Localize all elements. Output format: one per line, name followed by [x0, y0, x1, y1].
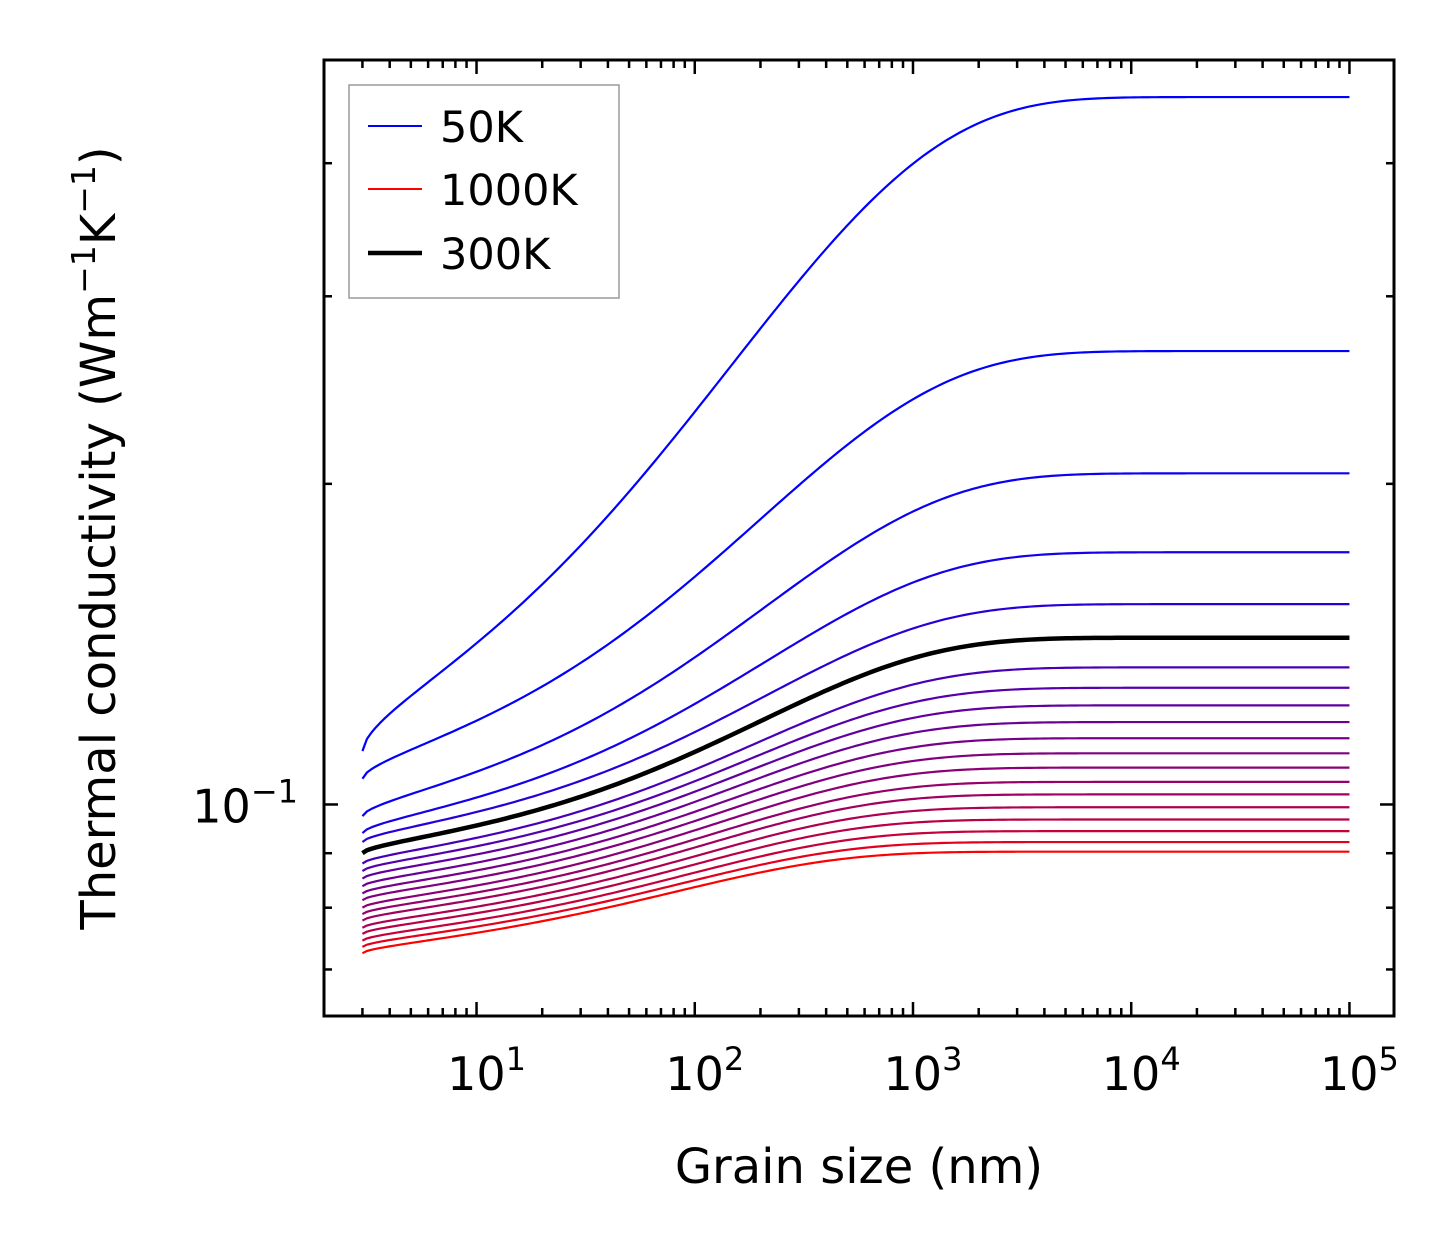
highlight-series-layer	[361, 635, 1350, 856]
y-tick-exponent: −1	[251, 772, 298, 810]
x-tick-exponent: 3	[942, 1040, 962, 1078]
series-line-500k	[361, 720, 1350, 888]
x-axis-title: Grain size (nm)	[675, 1139, 1043, 1195]
y-axis-title-suffix: )	[71, 146, 127, 165]
series-line-450k	[361, 704, 1350, 880]
legend: 50K 1000K 300K	[348, 84, 620, 299]
series-line-200k	[361, 551, 1350, 834]
series-line-800k	[361, 806, 1350, 929]
y-axis-title-exp2: −1	[64, 165, 103, 214]
series-line-850k	[361, 818, 1350, 935]
series-line-550k	[361, 737, 1350, 895]
series-line-650k	[361, 766, 1350, 909]
series-line-400k	[361, 686, 1350, 872]
x-tick-label: 103	[884, 1040, 963, 1101]
series-line-600k	[361, 752, 1350, 902]
legend-label-50k: 50K	[440, 103, 525, 153]
series-line-900k	[361, 830, 1350, 942]
legend-label-300k: 300K	[440, 230, 552, 280]
y-axis-title-prefix: Thermal conductivity (Wm	[71, 294, 127, 931]
series-line-150k	[361, 472, 1350, 817]
x-tick-base: 10	[1102, 1047, 1161, 1101]
plot-frame	[322, 58, 1396, 1018]
x-tick-base: 10	[1320, 1047, 1379, 1101]
legend-box	[348, 84, 620, 299]
x-tick-base: 10	[884, 1047, 943, 1101]
x-tick-exponent: 1	[506, 1040, 526, 1078]
y-axis-title: Thermal conductivity (Wm−1K−1)	[64, 146, 127, 930]
series-line-1000k	[361, 850, 1350, 955]
series-line-100k	[361, 349, 1350, 780]
x-tick-label: 104	[1102, 1040, 1181, 1101]
series-line-50k	[361, 95, 1350, 752]
y-axis-title-exp1: −1	[64, 245, 103, 294]
series-line-950k	[361, 840, 1350, 948]
y-tick-label: 10−1	[192, 772, 298, 833]
x-tick-labels: 101 102 103 104 105	[447, 1040, 1399, 1101]
series-line-750k	[361, 793, 1350, 922]
x-tick-label: 101	[447, 1040, 526, 1101]
y-axis-title-middle: K	[71, 212, 127, 245]
x-tick-base: 10	[665, 1047, 724, 1101]
x-tick-base: 10	[447, 1047, 506, 1101]
legend-label-1000k: 1000K	[440, 166, 579, 216]
x-tick-label: 102	[665, 1040, 744, 1101]
series-line-350k	[361, 666, 1350, 865]
x-tick-exponent: 5	[1379, 1040, 1399, 1078]
series-line-250k	[361, 603, 1350, 843]
y-tick-labels: 10−1	[192, 772, 298, 833]
x-tick-exponent: 4	[1160, 1040, 1180, 1078]
x-tick-exponent: 2	[724, 1040, 744, 1078]
x-tick-label: 105	[1320, 1040, 1399, 1101]
y-tick-base: 10	[192, 779, 251, 833]
series-line-700k	[361, 780, 1350, 916]
series-layer	[361, 95, 1350, 955]
series-line-300k	[361, 635, 1350, 856]
